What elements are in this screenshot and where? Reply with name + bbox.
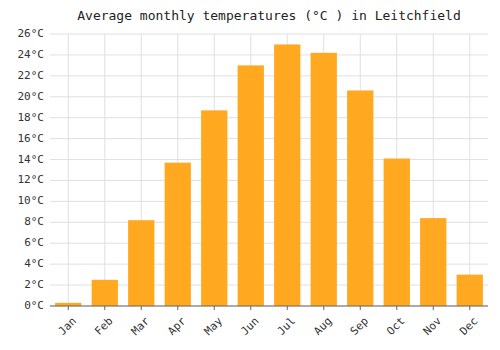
bar	[128, 220, 154, 306]
x-tick	[250, 306, 251, 310]
x-tick	[469, 306, 470, 310]
y-tick-label: 6°C	[24, 236, 44, 249]
y-tick-label: 4°C	[24, 257, 44, 270]
y-tick-label: 16°C	[18, 132, 45, 145]
x-tick	[433, 306, 434, 310]
bar	[92, 280, 118, 306]
bar	[201, 110, 227, 306]
bar	[238, 65, 264, 306]
y-grid-line	[50, 34, 488, 35]
x-grid-line	[469, 34, 470, 306]
bar	[384, 158, 410, 306]
x-tick-label: Jun	[238, 315, 261, 338]
title: Average monthly temperatures (°C ) in Le…	[77, 8, 461, 23]
y-tick-label: 14°C	[18, 153, 45, 166]
bar	[311, 53, 337, 306]
y-grid-line	[50, 138, 488, 139]
chart-container: 0°C 2°C 4°C 6°C 8°C 10°C 12°C 14°C 16°C 18°C 20°C 2…	[0, 0, 500, 350]
x-tick-label: Aug	[311, 315, 334, 338]
y-grid-line	[50, 306, 488, 307]
x-tick	[68, 306, 69, 310]
y-tick-label: 20°C	[18, 90, 45, 103]
x-tick	[323, 306, 324, 310]
y-axis: 0°C 2°C 4°C 6°C 8°C 10°C 12°C 14°C 16°C 18°C 20°C 2…	[18, 27, 45, 312]
y-tick-label: 2°C	[24, 278, 44, 291]
x-tick-label: May	[202, 314, 226, 338]
y-tick-label: 24°C	[18, 48, 45, 61]
y-grid-line	[50, 159, 488, 160]
y-grid-line	[50, 96, 488, 97]
x-tick	[287, 306, 288, 310]
bars	[55, 44, 483, 306]
grid	[50, 34, 488, 306]
x-tick-label: Sep	[348, 315, 371, 338]
x-tick	[104, 306, 105, 310]
x-tick	[396, 306, 397, 310]
bar	[457, 275, 483, 306]
x-tick-label: Oct	[384, 315, 407, 338]
x-axis: Jan Feb Mar Apr May Jun Jul Aug Sep Oct Nov Dec	[50, 306, 488, 338]
y-grid-line	[50, 117, 488, 118]
x-tick	[360, 306, 361, 310]
x-tick-label: Feb	[92, 315, 115, 338]
bar	[165, 163, 191, 306]
x-tick-label: Dec	[457, 315, 480, 338]
x-grid-line	[104, 34, 105, 306]
x-tick	[141, 306, 142, 310]
y-tick-label: 18°C	[18, 111, 45, 124]
y-tick-label: 12°C	[18, 173, 45, 186]
bar	[347, 90, 373, 306]
y-tick-label: 26°C	[18, 27, 45, 40]
x-tick	[214, 306, 215, 310]
y-tick-label: 22°C	[18, 69, 45, 82]
bar	[420, 218, 446, 306]
y-grid-line	[50, 201, 488, 202]
x-tick-label: Jan	[56, 315, 79, 338]
chart-svg: 0°C 2°C 4°C 6°C 8°C 10°C 12°C 14°C 16°C 18°C 20°C 2…	[0, 0, 500, 350]
x-tick-label: Apr	[165, 314, 189, 338]
y-tick-label: 8°C	[24, 215, 44, 228]
x-grid-line	[68, 34, 69, 306]
y-grid-line	[50, 54, 488, 55]
x-tick-label: Jul	[275, 315, 298, 338]
x-tick-label: Mar	[129, 314, 153, 338]
bar	[274, 44, 300, 306]
y-tick-label: 0°C	[24, 299, 44, 312]
x-axis-line	[50, 306, 488, 307]
x-tick-label: Nov	[421, 314, 445, 338]
y-grid-line	[50, 75, 488, 76]
y-tick-label: 10°C	[18, 194, 45, 207]
x-tick	[177, 306, 178, 310]
y-grid-line	[50, 180, 488, 181]
